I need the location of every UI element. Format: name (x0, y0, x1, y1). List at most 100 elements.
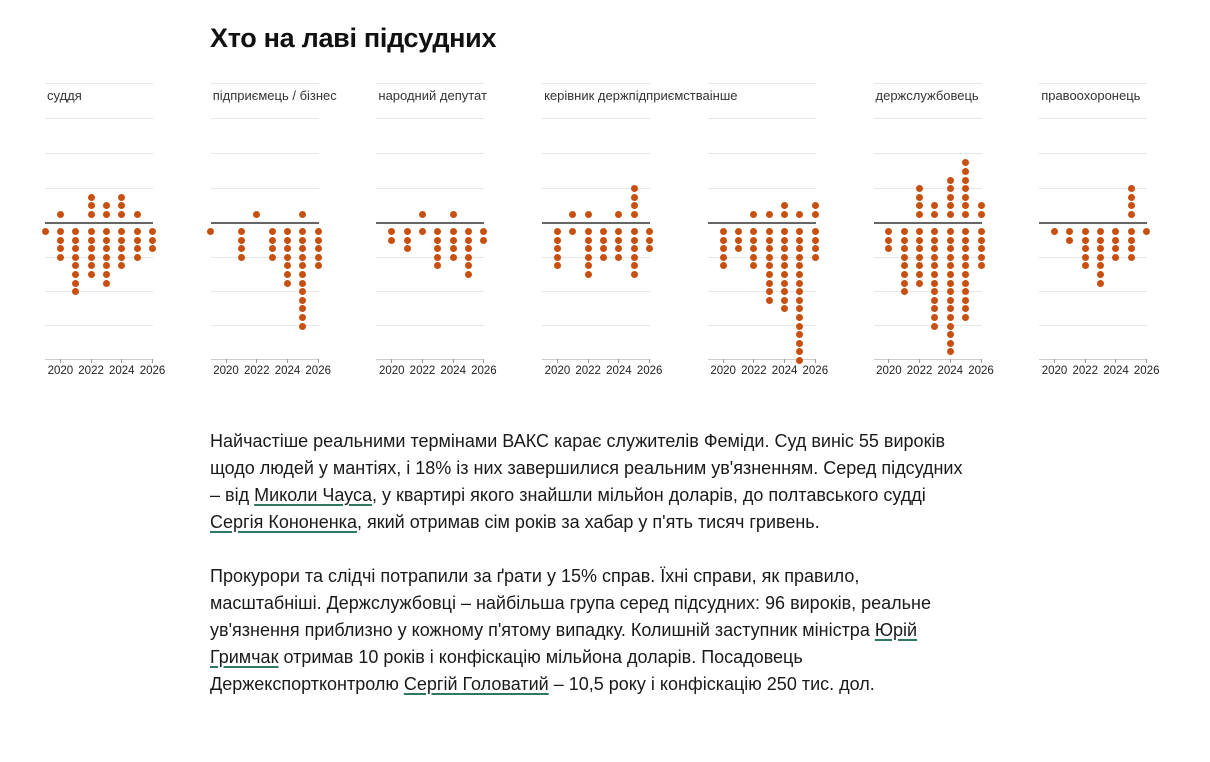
zero-line (542, 222, 651, 224)
article-text: отримав 10 років і конфіскацію мільйона … (210, 647, 803, 694)
dot (750, 228, 758, 235)
dot (719, 253, 727, 261)
article-link[interactable]: Юрій Гримчак (210, 620, 918, 667)
dot (449, 245, 457, 253)
gridline (45, 153, 153, 154)
chart-panel: підприємець / бізнес 2020 2022 2024 2026 (207, 83, 337, 379)
dot (237, 228, 245, 235)
gridline (873, 291, 982, 292)
axis-tick-label: 2020 (710, 365, 736, 377)
gridline (542, 83, 651, 84)
gridline (707, 153, 816, 154)
dot (553, 262, 561, 270)
dot (1097, 279, 1105, 287)
dot (962, 296, 970, 304)
dot (916, 211, 924, 218)
gridline (210, 118, 319, 119)
dot (931, 245, 939, 253)
dot (553, 245, 561, 253)
article-link[interactable]: Сергія Кононенка (210, 512, 357, 532)
dot (781, 253, 789, 261)
dot (796, 211, 804, 218)
dot (781, 296, 789, 304)
dot (931, 279, 939, 287)
x-axis-line (707, 359, 816, 360)
dot (283, 253, 291, 261)
dot (434, 253, 442, 261)
x-axis-line (542, 359, 651, 360)
dot (1127, 253, 1135, 261)
axis-tick (90, 359, 92, 363)
dot (1051, 228, 1059, 235)
dot (977, 202, 985, 210)
dot (796, 314, 804, 321)
dot (465, 262, 473, 270)
dot (931, 314, 939, 321)
chart-panel: правоохоронець 2020 2022 2024 2026 (1039, 83, 1160, 379)
axis-tick (649, 359, 651, 363)
axis-tick-label: 2022 (906, 365, 933, 377)
dot (796, 245, 804, 253)
dot (299, 288, 307, 296)
dot (87, 245, 95, 253)
dot (796, 357, 804, 364)
dot (237, 245, 245, 253)
paragraph: Найчастіше реальними термінами ВАКС кара… (210, 428, 968, 536)
dot (946, 176, 954, 184)
axis-tick-label: 2020 (1041, 365, 1068, 377)
gridline (376, 153, 485, 154)
gridline (376, 257, 485, 258)
dot (283, 271, 291, 278)
dot (87, 202, 95, 210)
dot (299, 271, 307, 278)
dot (102, 202, 110, 210)
gridline (45, 83, 153, 84)
dot (946, 185, 954, 193)
zero-line (376, 222, 485, 224)
dot (465, 245, 473, 253)
dot (735, 245, 743, 253)
dot (916, 279, 924, 287)
dot (719, 245, 727, 253)
gridline (376, 325, 485, 326)
gridline (1039, 118, 1148, 119)
dot (1097, 262, 1105, 270)
axis-tick (317, 359, 319, 363)
x-axis-line (45, 359, 153, 360)
dot (916, 245, 924, 253)
axis-tick (421, 359, 423, 363)
dot (977, 245, 985, 253)
dot (646, 245, 654, 253)
dot (149, 245, 157, 253)
dot (449, 253, 457, 261)
dot (900, 253, 908, 261)
dot (796, 296, 804, 304)
gridline (210, 257, 319, 258)
dot (781, 279, 789, 287)
gridline (376, 188, 485, 189)
dot (268, 245, 276, 253)
axis-tick (814, 359, 816, 363)
gridline (542, 325, 651, 326)
dot (299, 279, 307, 287)
axis-tick (888, 359, 890, 363)
dot (962, 253, 970, 261)
article-link[interactable]: Миколи Чауса (254, 485, 372, 505)
dot (133, 245, 141, 253)
dot (314, 236, 322, 244)
dot (916, 202, 924, 210)
dot (569, 228, 577, 235)
dot (465, 271, 473, 278)
gridline (45, 291, 153, 292)
dot (283, 245, 291, 253)
dot (977, 228, 985, 235)
dot (434, 236, 442, 244)
dot (765, 296, 773, 304)
dot (931, 236, 939, 244)
dot (946, 202, 954, 210)
dot (449, 236, 457, 244)
zero-line (1039, 222, 1148, 224)
dot (237, 236, 245, 244)
article-link[interactable]: Сергій Головатий (403, 674, 549, 694)
dot (133, 253, 141, 261)
